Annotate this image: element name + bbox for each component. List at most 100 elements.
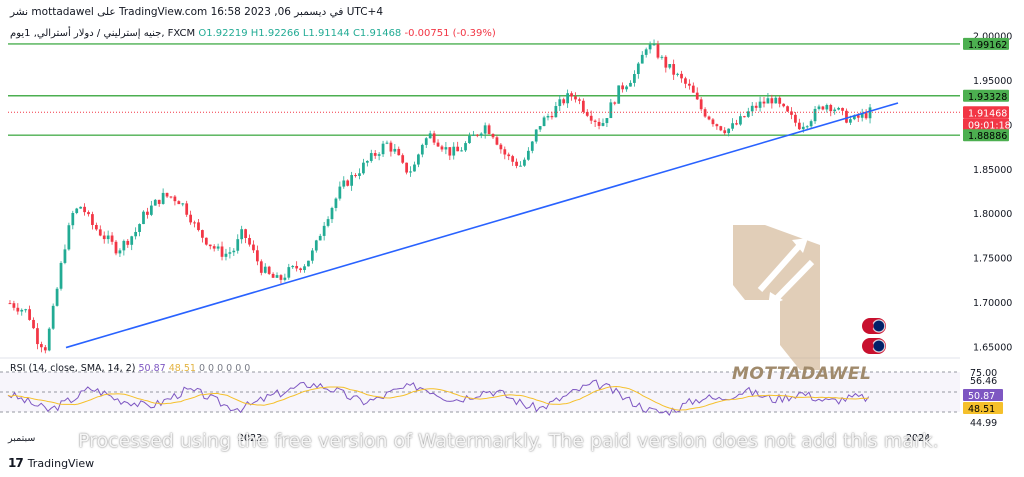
candle-body [322,225,326,236]
price-tick: 2.00000 [973,31,1012,42]
high-value: H1.92266 [250,28,300,39]
price-tag-label: 1.91468 [968,108,1007,119]
time-tick: 2023 [238,433,262,444]
rsi-line [7,379,870,417]
rsi-tag-label: 50.87 [968,391,995,402]
candle-body [629,82,632,87]
candle-body [259,261,263,273]
candle-body [228,252,232,254]
candle-body [550,115,554,118]
candle-body [833,109,837,112]
candle-body [515,161,518,166]
candle-body [36,328,39,345]
price-tag-label: 1.93328 [968,92,1007,103]
candle-body [393,148,397,152]
candle-body [177,201,181,205]
candle-body [479,133,483,136]
candle-body [71,213,75,226]
candle-body [723,130,727,134]
symbol-title[interactable]: جنيه إسترليني / دولار أسترالي, 1يوم, FXC… [10,28,196,39]
uk-au-flag-icon[interactable] [862,338,886,354]
candle-body [28,309,31,320]
candle-body [185,203,189,215]
candle-body [75,208,79,214]
candle-body [334,198,338,208]
candle-body [118,250,122,254]
candle-body [142,211,145,225]
price-tick: 1.85000 [973,165,1012,176]
candle-body [797,122,801,130]
candle-body [868,107,872,119]
candle-body [499,144,503,150]
rsi-tick: 56.46 [970,376,997,387]
candle-body [287,267,291,278]
candle-body [342,180,346,187]
candle-body [169,196,173,198]
rsi-tag-bg [963,389,1003,401]
candle-body [157,199,161,204]
tradingview-footer[interactable]: 17 TradingView [8,456,94,470]
candle-body [711,119,715,125]
close-value: C1.91468 [352,28,402,39]
candle-body [310,250,314,261]
candle-body [742,116,746,118]
candle-body [676,73,679,75]
candle-body [640,54,644,64]
candle-body [475,134,479,136]
candle-body [67,225,71,250]
candle-body [644,49,648,55]
candle-body [809,121,813,127]
candle-body [845,110,848,123]
candle-body [350,175,354,186]
candle-body [664,56,668,68]
candle-body [20,309,24,312]
candle-body [636,63,640,74]
price-tag: 1.93328 [963,89,1009,103]
candle-body [801,126,805,130]
candle-body [821,106,825,110]
candle-body [778,97,782,104]
candle-body [668,64,672,68]
price-tag-bg [963,89,1009,102]
candle-body [79,206,83,209]
candle-body [707,116,711,120]
trend-line[interactable] [65,102,899,349]
candle-body [585,111,589,116]
price-tag: 09:01:18 [963,118,1011,131]
rsi-tick: 75.00 [970,368,997,379]
candle-body [354,175,357,177]
rsi-tag: 48.51 [963,402,1003,415]
candle-body [562,99,566,104]
watermark-logo-text: MOTTADAWEL [732,364,872,384]
uk-flag-icon[interactable] [862,318,886,334]
candle-body [307,260,310,267]
candle-body [530,141,534,151]
price-tag: 1.91468 [963,106,1009,119]
candle-body [578,99,581,101]
candle-body [385,142,389,144]
candle-body [193,222,196,224]
candle-body [589,115,593,121]
candle-body [813,108,817,122]
candle-body [774,97,778,104]
rsi-label[interactable]: RSI (14, close, SMA, 14, 2) [10,363,136,374]
candle-body [648,44,652,50]
candle-body [487,125,491,134]
candle-body [754,105,758,108]
candle-body [236,239,240,251]
candle-body [130,236,134,245]
candle-body [161,192,165,204]
time-tick: 2024 [906,433,930,444]
candle-body [409,171,412,173]
candle-body [609,102,613,119]
event-flags[interactable] [862,318,886,358]
candle-body [672,64,676,75]
price-tag-bg [963,118,1009,131]
candle-body [279,275,283,280]
candle-body [401,155,405,163]
candle-body [263,266,267,273]
candle-body [24,309,28,311]
price-tick: 1.75000 [973,254,1012,265]
candle-body [436,142,440,147]
